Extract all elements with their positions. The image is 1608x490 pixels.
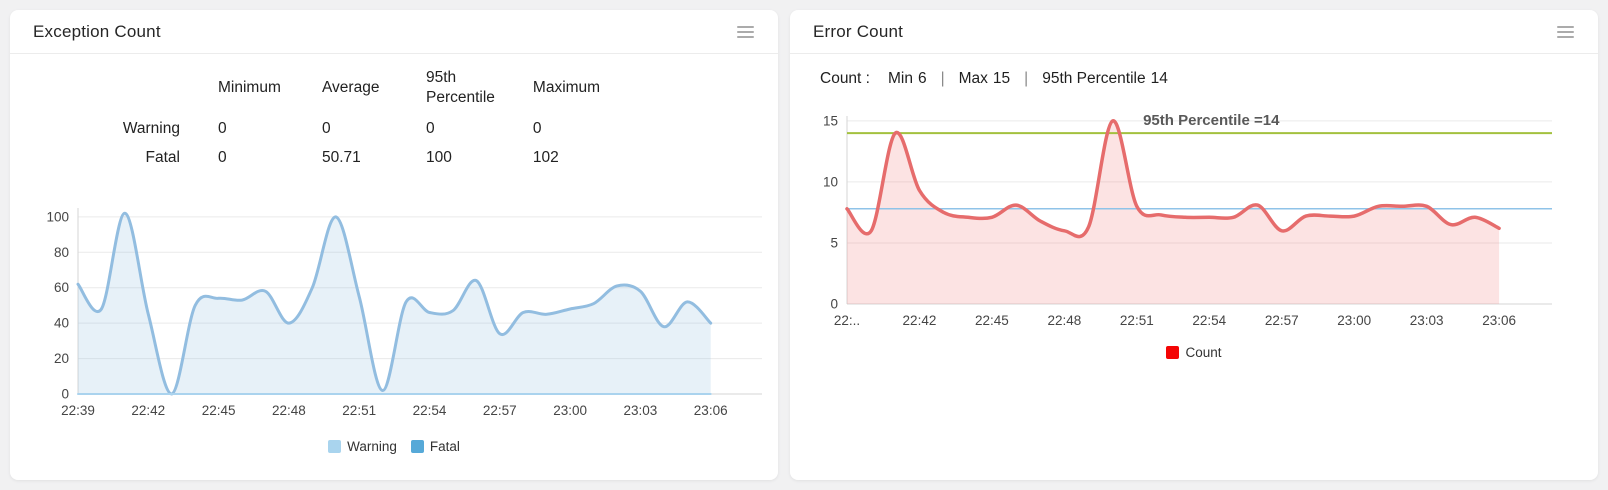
legend-swatch xyxy=(328,440,342,453)
legend-swatch xyxy=(1166,346,1180,359)
y-tick-label: 10 xyxy=(823,174,838,189)
legend-swatch xyxy=(410,440,424,453)
y-tick-label: 80 xyxy=(54,245,69,260)
summary-prefix: Count : xyxy=(820,70,870,87)
y-tick-label: 40 xyxy=(54,316,69,331)
x-tick-label: 22:42 xyxy=(131,403,165,418)
panel-title: Error Count xyxy=(813,21,904,41)
summary-max-value: 15 xyxy=(992,70,1011,87)
summary-95th-value: 14 xyxy=(1150,70,1168,87)
warning-95th-percentile: 0 xyxy=(426,119,435,137)
x-tick-label: 22:54 xyxy=(413,403,447,418)
stats-row-fatal: Fatal 0 50.71 100 102 xyxy=(10,143,615,172)
x-tick-label: 22:45 xyxy=(975,313,1009,328)
legend-item-fatal[interactable]: Fatal xyxy=(410,439,460,454)
legend-label: Count xyxy=(1185,345,1222,360)
exception-stats-table: Minimum Average 95th Percentile Maximum … xyxy=(10,62,615,172)
legend-item-count[interactable]: Count xyxy=(1166,345,1222,360)
summary-min-value: 6 xyxy=(917,70,927,87)
x-tick-label: 22:51 xyxy=(342,403,376,418)
x-tick-label: 22:57 xyxy=(483,403,517,418)
stats-empty-cell xyxy=(10,62,180,114)
fatal-average: 50.71 xyxy=(322,148,361,166)
y-tick-label: 0 xyxy=(830,297,838,312)
stats-col-95th-percentile: 95th Percentile xyxy=(426,69,495,106)
x-tick-label: 23:00 xyxy=(553,403,587,418)
exception-count-panel: Exception Count Minimum Average 95th Per… xyxy=(10,10,778,480)
error-chart-canvas[interactable]: 0 5 10 15 22:.. 22:42 22:45 22:48 22:51 22:54 22:5… xyxy=(802,104,1592,336)
legend-label: Fatal xyxy=(429,439,460,454)
x-tick-label: 22:42 xyxy=(903,313,937,328)
x-tick-label: 22:48 xyxy=(1047,313,1081,328)
x-tick-label: 22:39 xyxy=(61,403,95,418)
header-divider xyxy=(10,53,778,54)
fatal-series-area xyxy=(78,213,711,394)
exception-panel-header: Exception Count xyxy=(10,10,778,53)
legend-label: Warning xyxy=(347,439,397,454)
exception-chart-area: 0 20 40 60 80 100 22:39 22:42 22:45 22:48 22:51 22:… xyxy=(20,196,778,435)
y-tick-label: 60 xyxy=(54,280,69,295)
y-tick-label: 5 xyxy=(830,235,838,250)
error-chart-legend: Count xyxy=(790,345,1598,360)
warning-average: 0 xyxy=(322,119,331,137)
summary-separator: | xyxy=(940,70,945,87)
hamburger-menu-icon[interactable] xyxy=(735,22,756,42)
x-tick-label: 22:54 xyxy=(1192,313,1226,328)
summary-separator: | xyxy=(1024,70,1029,87)
fatal-95th-percentile: 100 xyxy=(426,148,452,166)
count-series-line xyxy=(845,119,1501,239)
stats-row-label: Warning xyxy=(122,119,180,137)
x-tick-label: 22:.. xyxy=(834,313,860,328)
error-panel-header: Error Count xyxy=(790,10,1598,53)
x-tick-label: 23:06 xyxy=(1482,313,1516,328)
warning-minimum: 0 xyxy=(218,119,227,137)
x-tick-label: 23:06 xyxy=(694,403,728,418)
summary-95th-label: 95th Percentile xyxy=(1042,70,1146,87)
stats-col-maximum: Maximum xyxy=(532,79,601,96)
x-tick-label: 22:48 xyxy=(272,403,306,418)
ref-line-label: 95th Percentile =14 xyxy=(1143,112,1280,129)
stats-col-minimum: Minimum xyxy=(218,79,281,96)
x-tick-label: 22:45 xyxy=(202,403,236,418)
y-tick-label: 0 xyxy=(61,387,69,402)
stats-row-warning: Warning 0 0 0 0 xyxy=(10,114,615,143)
header-divider xyxy=(790,53,1598,54)
count-series-area xyxy=(847,120,1500,304)
x-tick-label: 23:03 xyxy=(1410,313,1444,328)
stats-row-label: Fatal xyxy=(145,148,180,166)
error-summary-line: Count : Min 6 | Max 15 | 95th Percentile… xyxy=(790,54,1598,94)
x-tick-label: 22:51 xyxy=(1120,313,1154,328)
y-tick-label: 15 xyxy=(823,113,838,128)
summary-min-label: Min xyxy=(887,70,913,87)
x-tick-label: 23:03 xyxy=(624,403,658,418)
exception-chart-legend: Warning Fatal xyxy=(10,439,778,454)
exception-chart-canvas[interactable]: 0 20 40 60 80 100 22:39 22:42 22:45 22:48 22:51 22:… xyxy=(20,196,770,430)
legend-item-warning[interactable]: Warning xyxy=(328,439,397,454)
x-tick-label: 23:00 xyxy=(1337,313,1371,328)
fatal-minimum: 0 xyxy=(218,148,227,166)
error-chart-area: 0 5 10 15 22:.. 22:42 22:45 22:48 22:51 22:54 22:5… xyxy=(802,104,1598,341)
stats-header-row: Minimum Average 95th Percentile Maximum xyxy=(10,62,615,114)
stats-col-average: Average xyxy=(322,79,380,96)
y-tick-label: 20 xyxy=(54,351,69,366)
warning-maximum: 0 xyxy=(532,119,542,137)
error-count-panel: Error Count Count : Min 6 | Max 15 | 95t… xyxy=(790,10,1598,480)
x-tick-label: 22:57 xyxy=(1265,313,1299,328)
fatal-maximum: 102 xyxy=(532,148,559,166)
y-tick-label: 100 xyxy=(46,209,69,224)
summary-max-label: Max xyxy=(958,70,988,87)
panel-title: Exception Count xyxy=(33,21,161,41)
hamburger-menu-icon[interactable] xyxy=(1555,22,1576,42)
